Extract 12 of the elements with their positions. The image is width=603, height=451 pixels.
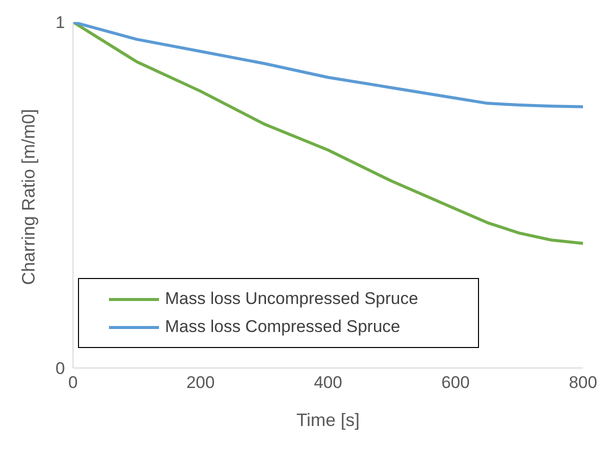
y-tick-label: 1	[56, 13, 65, 32]
y-axis-title: Charring Ratio [m/m0]	[18, 108, 38, 285]
line-series	[73, 22, 583, 245]
x-axis-title: Time [s]	[296, 410, 360, 430]
legend-label: Mass loss Uncompressed Spruce	[165, 288, 418, 310]
line-series	[73, 22, 583, 108]
x-tick-label: 0	[68, 373, 78, 392]
x-tick-label: 600	[441, 373, 470, 392]
x-tick-label: 800	[568, 373, 598, 392]
x-tick-label: 400	[314, 373, 342, 392]
x-tick-label: 200	[186, 373, 215, 392]
legend-label: Mass loss Compressed Spruce	[165, 316, 400, 338]
